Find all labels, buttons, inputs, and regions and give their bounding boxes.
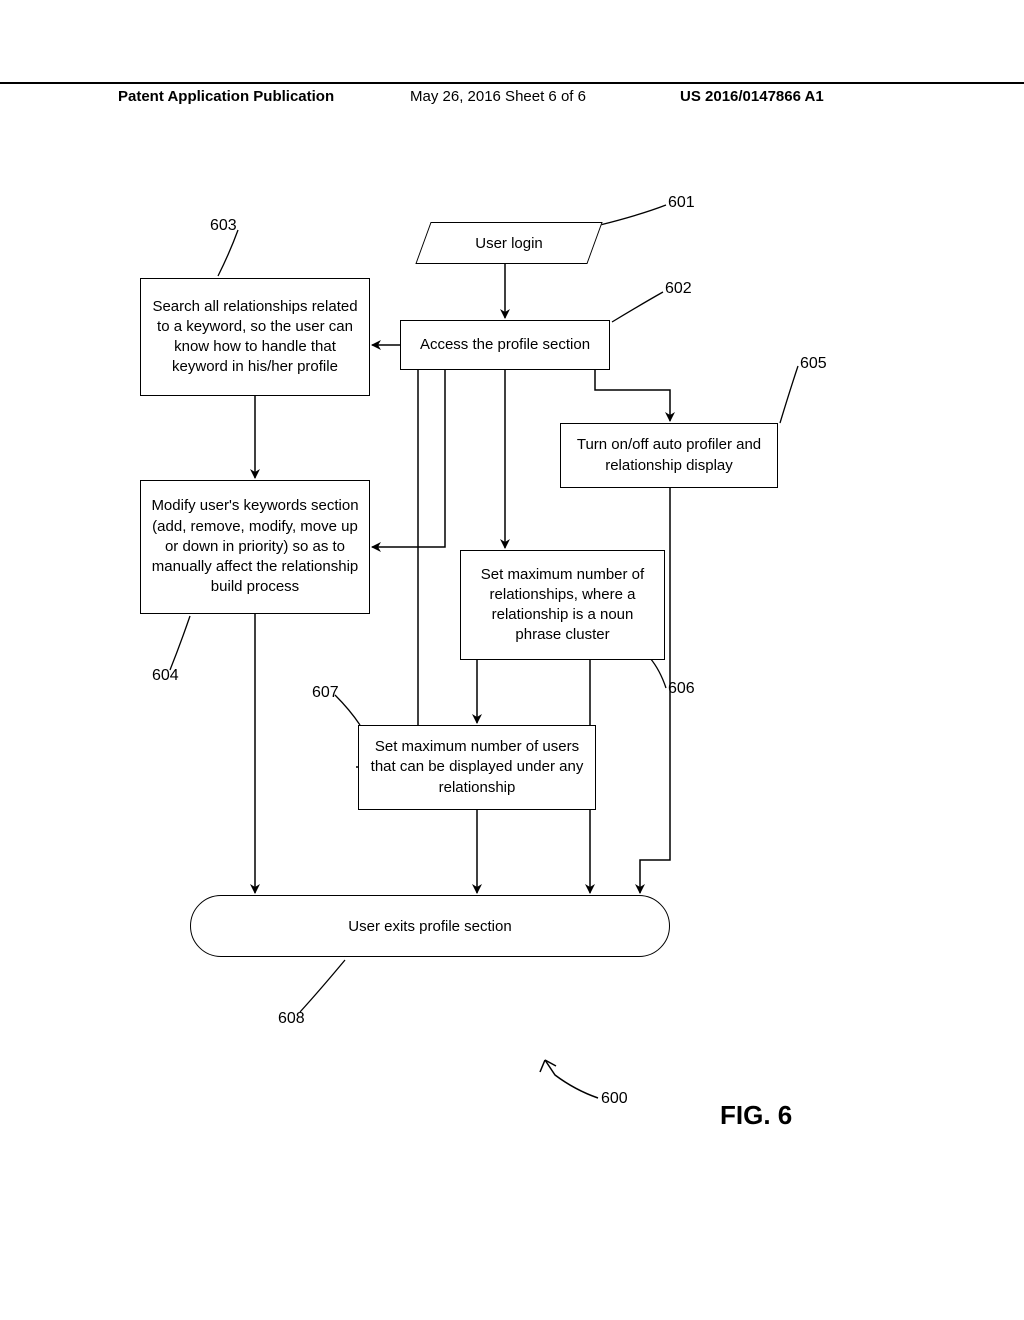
node-exit-profile: User exits profile section	[190, 895, 670, 957]
ref-607: 607	[312, 684, 339, 702]
node-toggle-auto-profiler: Turn on/off auto profiler and relationsh…	[560, 423, 778, 488]
node-search-relationships-label: Search all relationships related to a ke…	[151, 297, 359, 378]
ref-600: 600	[601, 1090, 628, 1108]
ref-604: 604	[152, 667, 179, 685]
node-set-max-users-label: Set maximum number of users that can be …	[369, 737, 585, 798]
node-toggle-auto-profiler-label: Turn on/off auto profiler and relationsh…	[571, 435, 767, 476]
node-search-relationships: Search all relationships related to a ke…	[140, 278, 370, 396]
ref-602: 602	[665, 280, 692, 298]
node-set-max-relationships-label: Set maximum number of relationships, whe…	[471, 565, 654, 646]
page: Patent Application Publication May 26, 2…	[0, 0, 1024, 1320]
header-center: May 26, 2016 Sheet 6 of 6	[410, 88, 586, 105]
ref-608: 608	[278, 1010, 305, 1028]
ref-606: 606	[668, 680, 695, 698]
node-set-max-users: Set maximum number of users that can be …	[358, 725, 596, 810]
node-exit-profile-label: User exits profile section	[348, 918, 511, 935]
header-left: Patent Application Publication	[118, 88, 334, 105]
node-access-profile: Access the profile section	[400, 320, 610, 370]
flowchart-diagram: User login Access the profile section Se…	[0, 180, 1024, 1200]
header-right: US 2016/0147866 A1	[680, 88, 824, 105]
node-set-max-relationships: Set maximum number of relationships, whe…	[460, 550, 665, 660]
node-modify-keywords-label: Modify user's keywords section (add, rem…	[151, 496, 359, 597]
node-access-profile-label: Access the profile section	[420, 335, 590, 355]
node-user-login: User login	[415, 222, 602, 264]
node-modify-keywords: Modify user's keywords section (add, rem…	[140, 480, 370, 614]
ref-601: 601	[668, 194, 695, 212]
ref-603: 603	[210, 217, 237, 235]
node-user-login-label: User login	[424, 223, 594, 263]
figure-label: FIG. 6	[720, 1100, 792, 1131]
ref-605: 605	[800, 355, 827, 373]
